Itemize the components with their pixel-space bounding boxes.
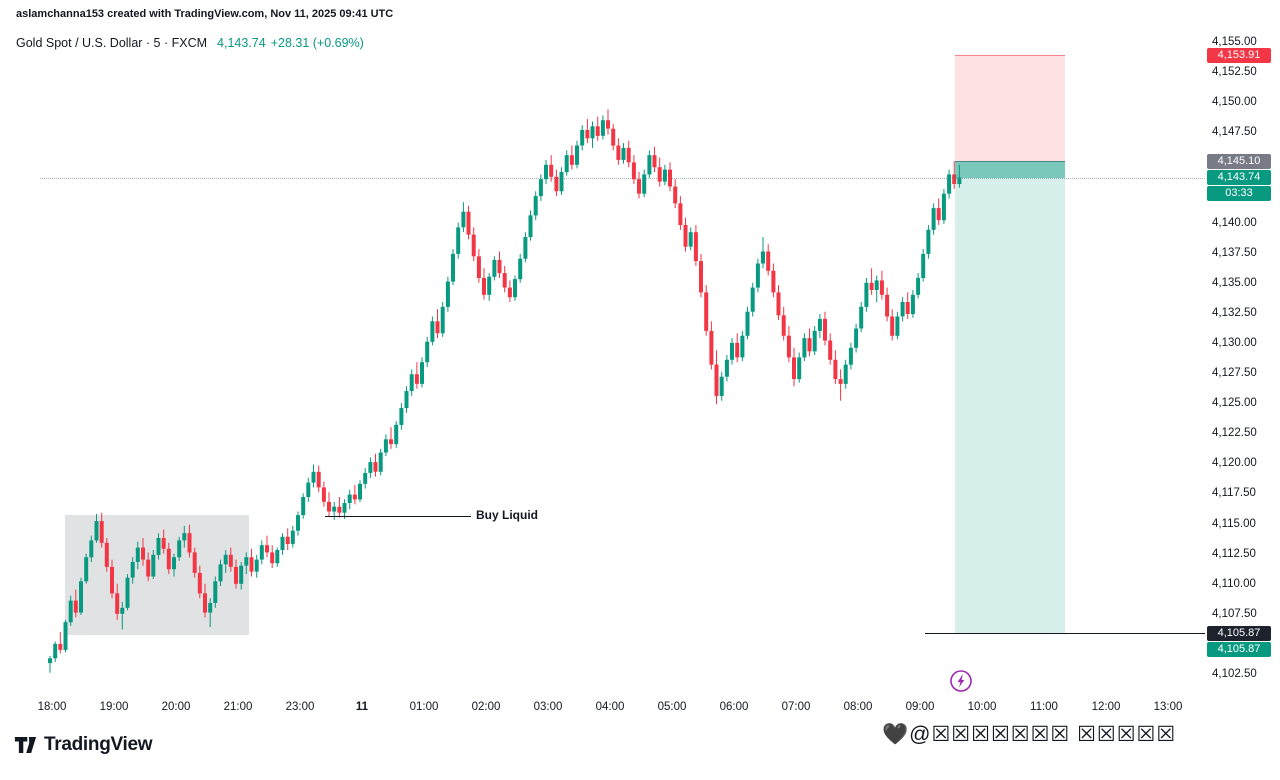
time-tick-label: 13:00 [1153,701,1183,713]
time-tick-label: 09:00 [905,701,935,713]
chart-pane[interactable]: Buy Liquid [0,0,1205,725]
price-tick-label: 4,127.50 [1212,367,1257,380]
lightning-icon[interactable] [949,669,973,693]
last-price-badge[interactable]: 4,143.74 [1207,170,1271,186]
chart-legend: Gold Spot / U.S. Dollar · 5 · FXCM 4,143.… [16,36,364,50]
buy-liquid-line[interactable] [325,516,471,518]
tradingview-logo-icon [14,737,37,753]
price-tick-label: 4,102.50 [1212,667,1257,680]
price-tick-label: 4,110.00 [1212,577,1256,590]
price-tick-label: 4,120.00 [1212,457,1257,470]
last-price-dotted-line [40,177,1205,179]
short-position-risk-zone[interactable] [955,55,1065,163]
time-tick-label: 20:00 [161,701,191,713]
entry-price-badge[interactable]: 4,145.10 [1207,153,1271,169]
bar-countdown-badge: 03:33 [1207,185,1271,201]
price-tick-label: 4,150.00 [1212,96,1257,109]
short-position-open-pl-strip [955,161,1065,178]
time-tick-label: 08:00 [843,701,873,713]
time-tick-label: 10:00 [967,701,997,713]
time-tick-label: 11 [355,701,369,713]
target-price-badge[interactable]: 4,105.87 [1207,641,1271,657]
price-axis[interactable]: 4,153.91 4,145.10 4,143.74 03:33 4,105.8… [1205,0,1280,780]
time-tick-label: 23:00 [285,701,315,713]
price-tick-label: 4,152.50 [1212,66,1257,79]
price-tick-label: 4,112.50 [1212,547,1256,560]
signature-watermark: 🖤@☒☒☒☒☒☒☒ ☒☒☒☒☒ [882,723,1177,746]
price-tick-label: 4,155.00 [1212,36,1257,48]
price-tick-label: 4,135.00 [1212,276,1257,289]
price-tick-label: 4,125.00 [1212,397,1257,410]
time-axis[interactable]: 18:00 19:00 20:00 21:00 23:00 11 01:00 02:00 03:… [0,697,1205,725]
time-tick-label: 18:00 [37,701,67,713]
buy-liquid-label[interactable]: Buy Liquid [476,508,538,523]
time-tick-label: 03:00 [533,701,563,713]
time-tick-label: 01:00 [409,701,439,713]
price-tick-label: 4,122.50 [1212,427,1257,440]
target-horizontal-line[interactable] [925,633,1205,635]
price-tick-label: 4,115.00 [1212,517,1256,530]
price-tick-label: 4,107.50 [1212,607,1257,620]
tradingview-logo[interactable]: TradingView [14,734,153,756]
legend-change: +28.31 (+0.69%) [270,36,364,50]
time-tick-label: 05:00 [657,701,687,713]
price-tick-label: 4,132.50 [1212,306,1257,319]
symbol-title: Gold Spot / U.S. Dollar · 5 · FXCM [16,36,208,50]
time-tick-label: 07:00 [781,701,811,713]
time-tick-label: 04:00 [595,701,625,713]
time-tick-label: 19:00 [99,701,129,713]
time-tick-label: 06:00 [719,701,749,713]
price-tick-label: 4,147.50 [1212,126,1257,139]
price-tick-label: 4,140.00 [1212,216,1257,229]
attribution-text: aslamchanna153 created with TradingView.… [16,8,394,20]
short-position-reward-zone[interactable] [955,161,1065,635]
price-tick-label: 4,137.50 [1212,246,1257,259]
legend-last-price: 4,143.74 [217,36,266,50]
time-tick-label: 11:00 [1030,701,1058,713]
stop-price-badge[interactable]: 4,153.91 [1207,47,1271,63]
price-tick-label: 4,130.00 [1212,336,1257,349]
candlestick-series [48,109,962,673]
time-tick-label: 12:00 [1091,701,1121,713]
price-tick-label: 4,117.50 [1212,487,1256,500]
time-tick-label: 02:00 [471,701,501,713]
horizontal-line-price-badge[interactable]: 4,105.87 [1207,625,1271,641]
time-tick-label: 21:00 [223,701,253,713]
tradingview-logo-text: TradingView [44,734,153,755]
